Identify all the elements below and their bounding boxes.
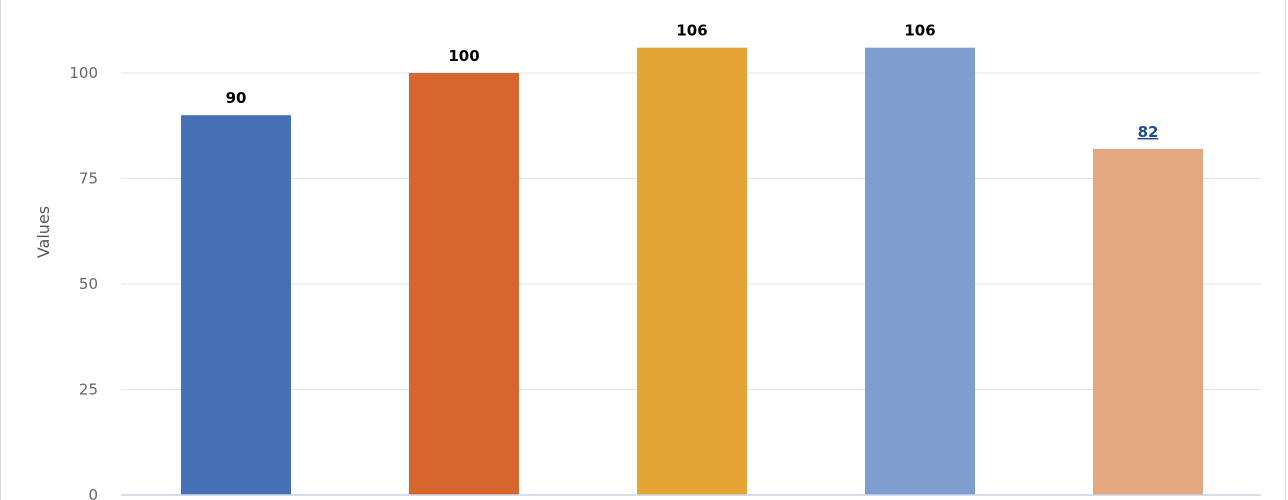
y-axis-title: Values — [34, 206, 53, 258]
data-label-2: 100 — [448, 47, 479, 65]
y-tick-label-25: 25 — [79, 381, 98, 399]
data-label-4: 106 — [904, 22, 935, 40]
data-labels: 90 100 106 106 82 — [226, 22, 1159, 141]
y-tick-label-50: 50 — [79, 275, 98, 293]
bar-2[interactable] — [409, 73, 519, 495]
data-label-3: 106 — [676, 22, 707, 40]
bars — [181, 47, 1203, 496]
y-tick-label-100: 100 — [69, 64, 98, 82]
y-axis-ticks: 0 25 50 75 100 — [69, 64, 98, 500]
y-tick-label-0: 0 — [88, 486, 98, 500]
bar-4[interactable] — [865, 47, 975, 496]
y-tick-label-75: 75 — [79, 170, 98, 188]
data-label-1: 90 — [226, 89, 247, 107]
bar-1[interactable] — [181, 115, 291, 495]
data-label-5[interactable]: 82 — [1138, 123, 1159, 141]
bar-5[interactable] — [1093, 148, 1203, 495]
bar-3[interactable] — [637, 47, 747, 496]
